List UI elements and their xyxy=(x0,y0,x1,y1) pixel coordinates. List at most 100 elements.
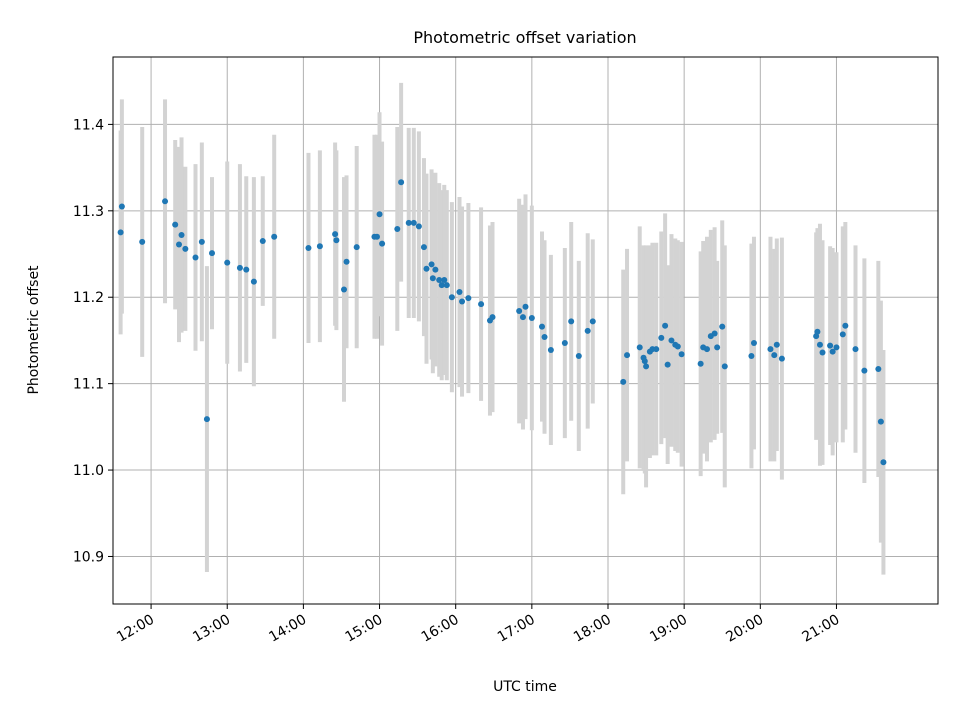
data-point xyxy=(819,349,826,356)
data-point xyxy=(624,352,631,359)
data-point xyxy=(410,219,417,226)
data-point xyxy=(750,340,757,347)
data-point xyxy=(771,352,778,359)
data-point xyxy=(405,219,412,226)
data-point xyxy=(438,282,445,289)
data-point xyxy=(332,231,339,238)
data-point xyxy=(376,211,383,218)
data-point xyxy=(394,225,401,232)
data-point xyxy=(436,276,443,283)
data-point xyxy=(192,254,199,261)
y-axis-ticks: 10.9 11.0 11.1 11.2 11.3 11.4 xyxy=(73,117,113,565)
data-point xyxy=(643,363,650,370)
data-point xyxy=(568,318,575,325)
data-point xyxy=(429,275,436,282)
data-point xyxy=(117,229,124,236)
data-point xyxy=(778,355,785,362)
data-point xyxy=(415,223,422,230)
y-tick-label: 11.2 xyxy=(73,290,104,306)
y-tick-label: 11.1 xyxy=(73,377,104,393)
data-point xyxy=(224,259,231,266)
data-point xyxy=(816,341,823,348)
data-point xyxy=(209,250,215,257)
data-point xyxy=(198,238,205,245)
data-point xyxy=(668,337,675,344)
data-point xyxy=(162,198,169,205)
data-point xyxy=(547,346,554,353)
y-tick-label: 11.0 xyxy=(73,463,104,479)
y-tick-label: 11.4 xyxy=(73,117,104,133)
data-points xyxy=(117,179,887,466)
data-point xyxy=(178,232,185,239)
data-point xyxy=(516,308,523,315)
data-point xyxy=(139,238,146,245)
data-point xyxy=(641,358,648,365)
data-point xyxy=(428,261,435,268)
data-point xyxy=(589,318,596,325)
data-point xyxy=(852,346,859,353)
data-point xyxy=(620,378,627,385)
x-axis-label: UTC time xyxy=(493,679,557,695)
data-point xyxy=(541,333,548,340)
data-point xyxy=(748,352,755,359)
data-point xyxy=(353,244,360,251)
data-point xyxy=(379,240,386,247)
data-point xyxy=(448,294,455,301)
data-point xyxy=(875,365,882,372)
data-point xyxy=(839,331,846,338)
data-point xyxy=(456,289,463,296)
data-point xyxy=(316,243,323,250)
data-point xyxy=(714,344,721,351)
data-point xyxy=(833,344,840,351)
plot-frame xyxy=(112,56,939,605)
data-point xyxy=(827,342,834,349)
data-point xyxy=(719,323,726,330)
data-point xyxy=(236,264,243,271)
data-point xyxy=(829,348,836,355)
data-point xyxy=(203,416,210,423)
y-tick-label: 11.3 xyxy=(73,204,104,220)
data-point xyxy=(711,330,718,337)
data-point xyxy=(259,238,266,245)
data-point xyxy=(441,276,448,283)
data-point xyxy=(561,340,568,347)
data-point xyxy=(658,334,665,341)
data-point xyxy=(374,233,380,240)
data-point xyxy=(721,363,728,370)
data-point xyxy=(489,314,496,321)
data-point xyxy=(861,367,868,374)
data-point xyxy=(243,266,250,273)
data-point xyxy=(343,258,350,265)
data-point xyxy=(465,295,472,302)
data-point xyxy=(767,346,774,353)
chart-title: Photometric offset variation xyxy=(413,28,636,47)
data-point xyxy=(674,343,681,350)
data-point xyxy=(519,314,526,321)
data-point xyxy=(250,278,257,285)
data-point xyxy=(697,360,704,367)
data-point xyxy=(814,328,821,335)
y-axis-label: Photometric offset xyxy=(26,265,42,395)
data-point xyxy=(662,322,669,329)
data-point xyxy=(664,361,671,368)
data-point xyxy=(305,244,312,251)
data-point xyxy=(182,245,189,252)
data-point xyxy=(636,344,643,351)
data-point xyxy=(459,298,466,305)
y-tick-label: 10.9 xyxy=(73,549,104,565)
data-point xyxy=(478,301,485,308)
data-point xyxy=(522,303,529,310)
data-point xyxy=(773,341,780,348)
data-point xyxy=(539,323,545,330)
data-point xyxy=(842,322,849,329)
data-point xyxy=(704,346,710,353)
data-point xyxy=(432,266,439,273)
data-point xyxy=(678,351,685,358)
data-point xyxy=(575,352,582,359)
data-point xyxy=(333,237,340,244)
data-point xyxy=(341,286,347,293)
data-point xyxy=(877,418,884,425)
data-point xyxy=(420,244,427,251)
data-point xyxy=(880,459,887,466)
